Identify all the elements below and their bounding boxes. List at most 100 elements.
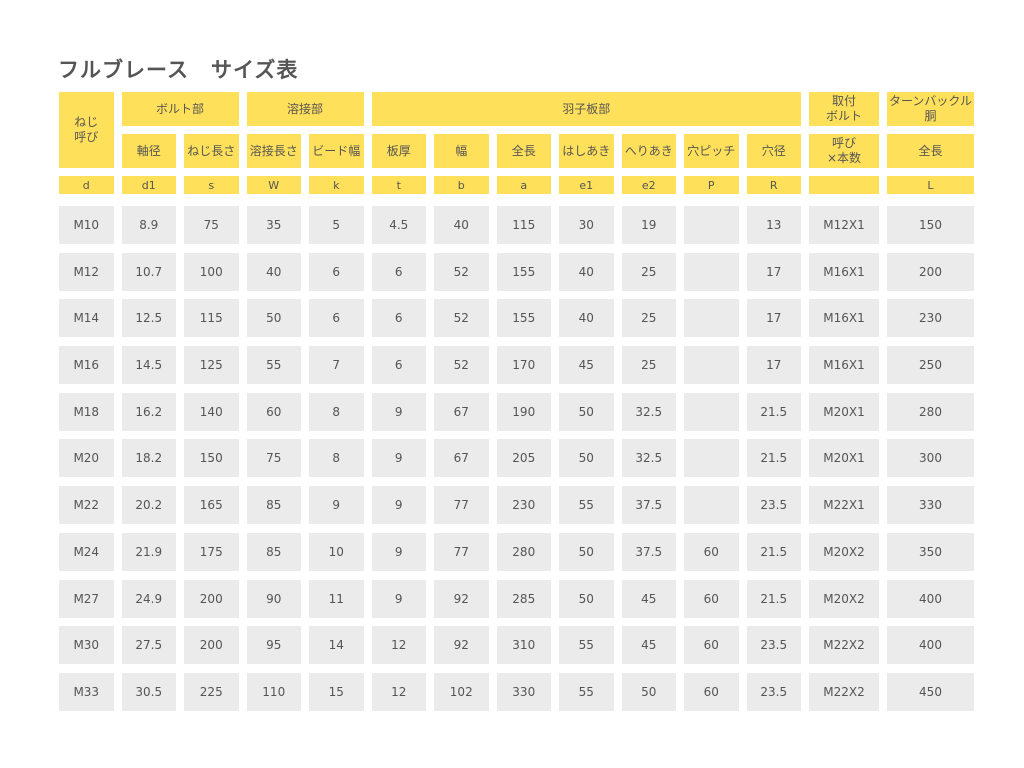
table-cell: 21.9 <box>121 532 176 571</box>
table-cell: 52 <box>434 299 489 338</box>
table-cell: 125 <box>184 346 239 385</box>
table-cell: 85 <box>246 532 301 571</box>
table-cell: 11 <box>309 579 364 618</box>
symbol-header: k <box>309 176 364 194</box>
table-cell: 50 <box>621 672 676 711</box>
table-cell: 6 <box>309 252 364 291</box>
table-cell: 60 <box>684 532 739 571</box>
table-cell: 40 <box>559 299 614 338</box>
table-cell: 10 <box>309 532 364 571</box>
table-cell: 50 <box>559 579 614 618</box>
table-cell: M16X1 <box>809 346 879 385</box>
table-cell: 50 <box>246 299 301 338</box>
subheader: へりあき <box>621 134 676 168</box>
table-cell: 20.2 <box>121 486 176 525</box>
table-cell: 25 <box>621 346 676 385</box>
table-cell: 37.5 <box>621 486 676 525</box>
table-cell: 6 <box>371 252 426 291</box>
table-cell: 175 <box>184 532 239 571</box>
table-cell: M27 <box>59 579 114 618</box>
table-cell: 21.5 <box>746 439 801 478</box>
subheader: 全長 <box>496 134 551 168</box>
table-cell: 200 <box>184 626 239 665</box>
table-cell: 285 <box>496 579 551 618</box>
table-cell: 400 <box>887 579 974 618</box>
table-cell: 200 <box>887 252 974 291</box>
table-cell: 6 <box>371 299 426 338</box>
table-cell: 190 <box>496 392 551 431</box>
table-cell: 155 <box>496 299 551 338</box>
table-cell: M12 <box>59 252 114 291</box>
table-cell: 16.2 <box>121 392 176 431</box>
table-cell: 55 <box>559 672 614 711</box>
table-cell: 92 <box>434 626 489 665</box>
table-cell: 30.5 <box>121 672 176 711</box>
table-cell: 60 <box>684 579 739 618</box>
table-cell: 280 <box>887 392 974 431</box>
table-cell: 140 <box>184 392 239 431</box>
table-cell: 45 <box>559 346 614 385</box>
table-cell: 155 <box>496 252 551 291</box>
subheader: 溶接長さ <box>246 134 301 168</box>
table-cell: M16X1 <box>809 252 879 291</box>
table-cell: 280 <box>496 532 551 571</box>
header-group-plate: 羽子板部 <box>371 92 801 126</box>
table-cell: 19 <box>621 206 676 244</box>
symbol-header: b <box>434 176 489 194</box>
table-cell: M33 <box>59 672 114 711</box>
table-cell: 115 <box>496 206 551 244</box>
table-cell: 165 <box>184 486 239 525</box>
table-cell: 21.5 <box>746 392 801 431</box>
table-cell: 40 <box>559 252 614 291</box>
table-cell: 45 <box>621 626 676 665</box>
table-cell: M20X1 <box>809 392 879 431</box>
subheader: はしあき <box>559 134 614 168</box>
table-cell: 25 <box>621 299 676 338</box>
table-cell: 50 <box>559 439 614 478</box>
table-cell: 17 <box>746 252 801 291</box>
subheader: 板厚 <box>371 134 426 168</box>
table-cell: 8.9 <box>121 206 176 244</box>
table-cell: 50 <box>559 532 614 571</box>
table-cell: 450 <box>887 672 974 711</box>
table-cell: 60 <box>684 672 739 711</box>
table-cell: 23.5 <box>746 486 801 525</box>
table-cell: 40 <box>434 206 489 244</box>
table-cell: 12 <box>371 626 426 665</box>
table-cell: 14 <box>309 626 364 665</box>
table-cell: 12.5 <box>121 299 176 338</box>
table-cell: 9 <box>371 532 426 571</box>
table-cell: 67 <box>434 439 489 478</box>
table-cell: 25 <box>621 252 676 291</box>
size-table-body: M10 8.9 75 35 5 4.5 40 115 30 19 13 M12X1 150 M12 10.7… <box>59 206 974 711</box>
table-cell: 17 <box>746 346 801 385</box>
subheader: 呼び ×本数 <box>809 134 879 168</box>
header-group-weld: 溶接部 <box>246 92 364 126</box>
table-cell: M20X2 <box>809 579 879 618</box>
table-cell: 60 <box>684 626 739 665</box>
symbol-header: R <box>746 176 801 194</box>
table-cell: 32.5 <box>621 392 676 431</box>
table-cell: 110 <box>246 672 301 711</box>
symbol-header: t <box>371 176 426 194</box>
table-cell: 225 <box>184 672 239 711</box>
table-cell: 9 <box>371 579 426 618</box>
table-cell: 77 <box>434 532 489 571</box>
table-cell: 14.5 <box>121 346 176 385</box>
table-cell: 13 <box>746 206 801 244</box>
table-cell: 10.7 <box>121 252 176 291</box>
subheader: ビード幅 <box>309 134 364 168</box>
table-cell: M22X1 <box>809 486 879 525</box>
table-cell: 8 <box>309 439 364 478</box>
subheader: 幅 <box>434 134 489 168</box>
header-group-bolt: ボルト部 <box>121 92 239 126</box>
table-cell: M22 <box>59 486 114 525</box>
symbol-header: W <box>246 176 301 194</box>
table-cell: 7 <box>309 346 364 385</box>
table-cell: 18.2 <box>121 439 176 478</box>
symbol-header: d <box>59 176 114 194</box>
table-cell <box>684 392 739 431</box>
table-cell: 24.9 <box>121 579 176 618</box>
table-cell: 55 <box>559 486 614 525</box>
table-cell: 85 <box>246 486 301 525</box>
